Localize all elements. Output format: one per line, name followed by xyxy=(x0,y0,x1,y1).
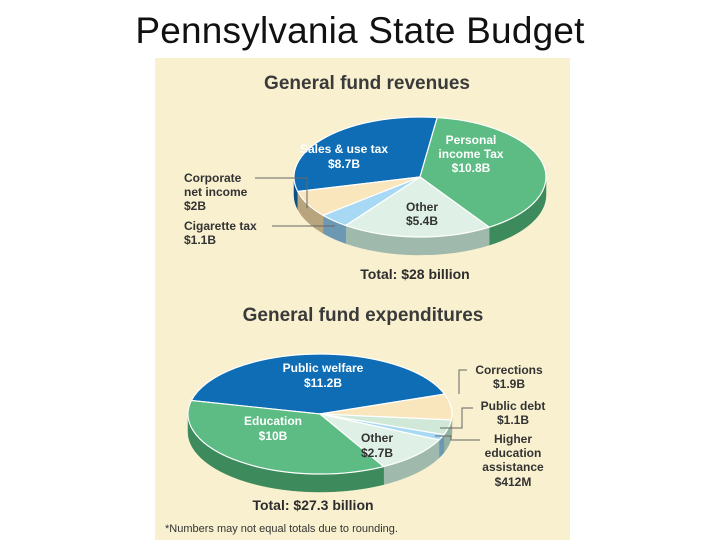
exp-label-welfare-name: Public welfare xyxy=(283,361,364,375)
rev-label-sales-name: Sales & use tax xyxy=(300,142,388,156)
exp-label-corrections-value: $1.9B xyxy=(493,377,525,391)
rev-label-other-value: $5.4B xyxy=(406,214,438,228)
exp-leader-higher xyxy=(435,435,480,441)
rev-label-personal-line2: income Tax xyxy=(438,147,503,161)
rev-slice-other xyxy=(344,176,491,238)
footnote: *Numbers may not equal totals due to rou… xyxy=(165,523,398,535)
revenues-pie xyxy=(293,116,547,256)
exp-label-higher-value: $412M xyxy=(495,475,532,489)
revenues-total: Total: $28 billion xyxy=(360,266,469,282)
exp-leader-corrections xyxy=(458,369,467,394)
rev-label-corporate-line2: net income xyxy=(184,185,248,199)
revenues-chart: General fund revenues Sales & use tax $8… xyxy=(184,73,547,282)
rev-leader-corporate xyxy=(255,177,308,208)
expenditures-title: General fund expenditures xyxy=(243,305,484,326)
slide-title: Pennsylvania State Budget xyxy=(135,10,585,51)
exp-label-other-name: Other xyxy=(361,431,393,445)
exp-label-other-value: $2.7B xyxy=(361,446,393,460)
rev-label-corporate-line1: Corporate xyxy=(184,171,242,185)
exp-label-debt-value: $1.1B xyxy=(497,413,529,427)
rev-label-cigarette-value: $1.1B xyxy=(184,233,216,247)
expenditures-total: Total: $27.3 billion xyxy=(252,497,373,513)
rev-label-personal-value: $10.8B xyxy=(452,161,491,175)
exp-label-education-name: Education xyxy=(244,414,302,428)
rev-label-other-name: Other xyxy=(406,200,438,214)
exp-label-welfare-value: $11.2B xyxy=(304,376,342,390)
rev-label-personal-line1: Personal xyxy=(446,133,497,147)
exp-label-debt-name: Public debt xyxy=(481,399,546,413)
expenditures-pie xyxy=(187,353,453,493)
exp-label-education-value: $10B xyxy=(259,429,288,443)
exp-label-corrections-name: Corrections xyxy=(475,363,543,377)
rev-label-corporate-value: $2B xyxy=(184,199,206,213)
exp-slice-education xyxy=(187,399,385,475)
exp-slice-other xyxy=(319,413,441,468)
rev-label-cigarette-name: Cigarette tax xyxy=(184,219,257,233)
expenditures-chart: General fund expenditures Public welfare… xyxy=(187,305,546,513)
exp-label-higher-line2: education xyxy=(485,446,542,460)
rev-label-sales-value: $8.7B xyxy=(328,157,360,171)
exp-label-higher-line1: Higher xyxy=(494,432,532,446)
exp-label-higher-line3: assistance xyxy=(482,460,544,474)
budget-charts-svg: General fund revenues Sales & use tax $8… xyxy=(165,73,547,535)
rev-slice-corporate-net-income xyxy=(296,176,421,217)
exp-slice-public-welfare xyxy=(190,353,446,415)
exp-leader-debt xyxy=(440,407,473,429)
budget-graphic: General fund revenues Sales & use tax $8… xyxy=(155,58,570,540)
revenues-title: General fund revenues xyxy=(264,73,470,94)
